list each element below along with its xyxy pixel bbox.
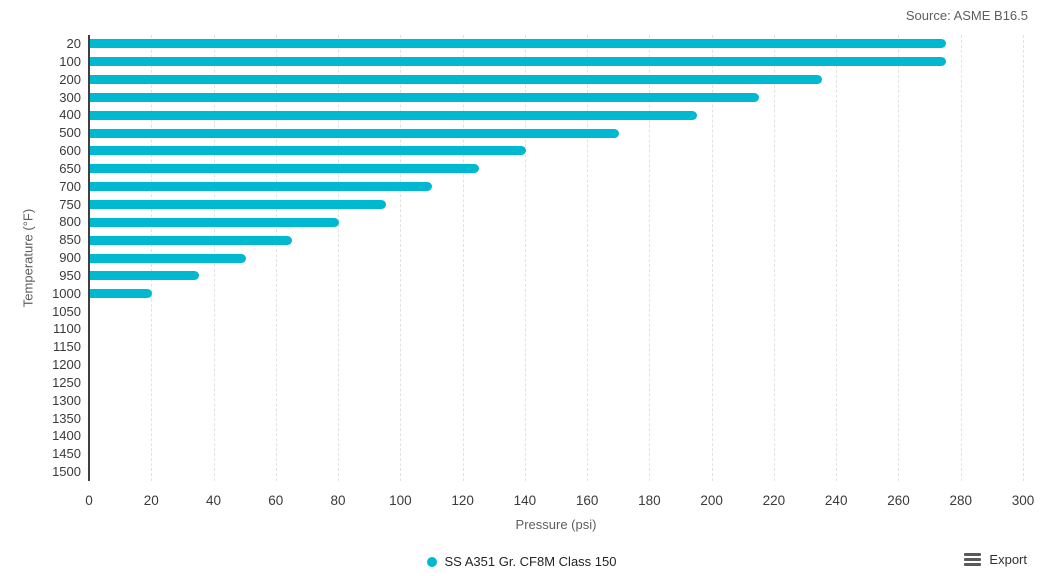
gridline: [773, 35, 775, 481]
x-tick-label: 20: [143, 493, 159, 508]
x-tick-label: 160: [575, 493, 599, 508]
pressure-bar[interactable]: [90, 39, 947, 49]
y-axis-line: [88, 35, 90, 481]
y-tick-label: 750: [59, 196, 81, 212]
y-tick-label: 950: [59, 267, 81, 283]
pressure-bar[interactable]: [90, 289, 153, 299]
pressure-bar[interactable]: [90, 110, 698, 120]
gridline: [462, 35, 464, 481]
pressure-bar[interactable]: [90, 253, 246, 263]
pressure-bar[interactable]: [90, 164, 480, 174]
pressure-bar[interactable]: [90, 75, 822, 85]
y-axis-labels: 20 100 200 300 400 500 600 650 700 750 800 850 900 95…: [0, 35, 81, 481]
source-label: Source: ASME B16.5: [905, 8, 1028, 23]
x-tick-label: 180: [638, 493, 661, 508]
x-axis-title: Pressure (psi): [515, 517, 597, 532]
plot-area: [88, 35, 1024, 481]
y-tick-label: 500: [59, 125, 81, 141]
y-tick-label: 600: [59, 143, 81, 159]
x-tick-label: 200: [700, 493, 723, 508]
x-tick-label: 220: [762, 493, 786, 508]
x-tick-label: 280: [949, 493, 972, 508]
y-tick-label: 1250: [52, 374, 81, 390]
gridline: [898, 35, 900, 481]
y-tick-label: 900: [59, 250, 81, 266]
y-tick-label: 1300: [52, 392, 81, 408]
gridline: [711, 35, 713, 481]
x-tick-label: 140: [513, 493, 537, 508]
y-tick-label: 1350: [52, 410, 81, 426]
pressure-bar[interactable]: [90, 217, 340, 227]
legend-item[interactable]: SS A351 Gr. CF8M Class 150: [426, 554, 617, 569]
export-label: Export: [989, 552, 1027, 567]
pressure-bar[interactable]: [90, 146, 526, 156]
x-tick-label: 100: [389, 493, 412, 508]
y-tick-label: 100: [59, 53, 81, 69]
y-tick-label: 20: [66, 36, 81, 51]
x-axis-labels: 0 20 40 60 80 100 120 140 160 180 200 220 240 260 280 3…: [85, 493, 1034, 511]
y-tick-label: 200: [59, 71, 81, 87]
legend-label: SS A351 Gr. CF8M Class 150: [444, 554, 617, 569]
gridline: [400, 35, 402, 481]
export-button[interactable]: Export: [964, 552, 1027, 567]
y-tick-label: 1500: [52, 464, 81, 480]
y-tick-label: 1200: [52, 357, 81, 373]
gridline: [1023, 35, 1024, 481]
y-tick-label: 1450: [52, 446, 81, 462]
pressure-bar[interactable]: [90, 271, 199, 281]
x-tick-label: 260: [887, 493, 910, 508]
pressure-bar[interactable]: [90, 57, 947, 67]
pressure-bar[interactable]: [90, 128, 620, 138]
y-tick-label: 1400: [52, 428, 81, 444]
y-tick-label: 1150: [53, 339, 81, 355]
menu-icon: [964, 553, 982, 566]
y-tick-label: 650: [59, 160, 81, 176]
y-tick-label: 850: [59, 232, 81, 248]
y-tick-label: 1100: [53, 321, 81, 337]
x-tick-label: 80: [330, 493, 346, 508]
y-tick-label: 800: [59, 214, 81, 230]
gridline: [338, 35, 340, 481]
y-tick-label: 1000: [52, 285, 81, 301]
pressure-bar[interactable]: [90, 182, 433, 192]
gridline: [960, 35, 962, 481]
pressure-bar[interactable]: [90, 92, 760, 102]
legend-marker-icon: [426, 556, 437, 567]
x-tick-label: 120: [451, 493, 474, 508]
x-tick-label: 300: [1011, 493, 1035, 508]
gridline: [524, 35, 526, 481]
gridline: [649, 35, 651, 481]
x-tick-label: 0: [85, 493, 93, 508]
y-tick-label: 400: [59, 107, 81, 123]
x-tick-label: 40: [206, 493, 222, 508]
gridline: [587, 35, 589, 481]
pressure-bar[interactable]: [90, 235, 293, 245]
gridline: [275, 35, 277, 481]
pressure-bar[interactable]: [90, 199, 386, 209]
gridline: [836, 35, 838, 481]
y-tick-label: 300: [59, 89, 81, 105]
x-tick-label: 60: [268, 493, 284, 508]
y-tick-label: 1050: [52, 303, 81, 319]
y-tick-label: 700: [59, 178, 81, 194]
x-tick-label: 240: [824, 493, 848, 508]
